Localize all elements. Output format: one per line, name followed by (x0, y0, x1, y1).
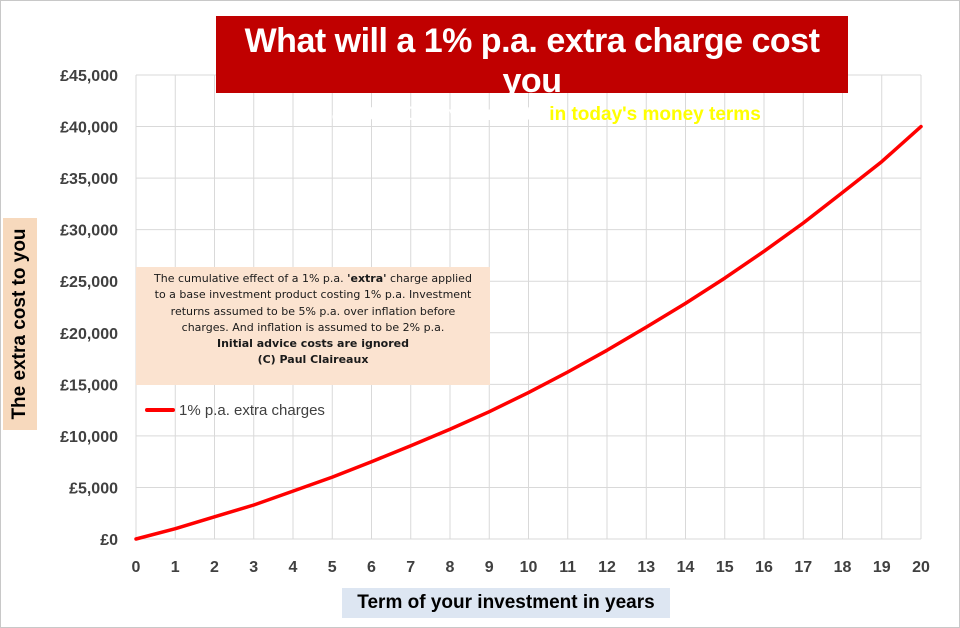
x-tick-label: 12 (598, 559, 616, 576)
x-tick-label: 20 (912, 559, 930, 576)
y-tick-label: £0 (100, 532, 118, 549)
note-line-5: Initial advice costs are ignored (136, 336, 490, 352)
x-tick-label: 8 (446, 559, 455, 576)
x-tick-label: 10 (520, 559, 538, 576)
chart-title-box: What will a 1% p.a. extra charge cost yo… (216, 16, 848, 125)
x-axis-tick-labels: 0 1 2 3 4 5 6 7 8 9 10 11 12 13 14 15 16 17 18 19 20 (132, 559, 930, 576)
assumptions-note: The cumulative effect of a 1% p.a. 'extr… (136, 267, 490, 385)
note-line-1-post: charge applied (386, 272, 472, 285)
x-tick-label: 3 (249, 559, 258, 576)
x-tick-label: 6 (367, 559, 376, 576)
x-tick-label: 15 (716, 559, 734, 576)
series-line (134, 124, 923, 541)
y-axis-label-box: The extra cost to you (3, 218, 37, 430)
x-tick-label: 0 (132, 559, 141, 576)
x-tick-label: 17 (794, 559, 812, 576)
note-line-1-bold: 'extra' (347, 272, 387, 285)
legend-label: 1% p.a. extra charges (179, 401, 325, 419)
y-tick-label: £45,000 (60, 68, 118, 85)
note-line-2: to a base investment product costing 1% … (154, 288, 472, 302)
note-line-6-text: (C) Paul Claireaux (257, 353, 369, 367)
legend-swatch (145, 408, 175, 412)
y-tick-label: £20,000 (60, 326, 118, 343)
y-tick-label: £10,000 (60, 429, 118, 446)
x-tick-label: 9 (485, 559, 494, 576)
chart-subtitle: on a £100,000 investment - in today's mo… (216, 103, 848, 127)
chart-subtitle-prefix: on a £100,000 investment - (303, 104, 550, 125)
x-tick-label: 13 (637, 559, 655, 576)
y-axis-tick-labels: £0 £5,000 £10,000 £15,000 £20,000 £25,000 £30,… (60, 68, 118, 549)
x-tick-label: 2 (210, 559, 219, 576)
y-tick-label: £5,000 (69, 480, 118, 497)
x-tick-label: 11 (559, 559, 576, 576)
note-line-5-text: Initial advice costs are ignored (217, 337, 409, 351)
x-tick-label: 19 (873, 559, 891, 576)
x-tick-label: 7 (406, 559, 415, 576)
x-tick-label: 14 (677, 559, 695, 576)
x-tick-label: 16 (755, 559, 773, 576)
y-tick-label: £15,000 (60, 377, 118, 394)
x-tick-label: 4 (289, 559, 298, 576)
y-tick-label: £25,000 (60, 274, 118, 291)
y-tick-label: £30,000 (60, 223, 118, 240)
x-tick-label: 18 (834, 559, 852, 576)
series-layer (134, 124, 923, 541)
legend: 1% p.a. extra charges (145, 400, 325, 420)
note-line-6: (C) Paul Claireaux (136, 352, 490, 368)
x-tick-label: 5 (328, 559, 337, 576)
note-line-4: charges. And inflation is assumed to be … (181, 320, 445, 334)
chart-subtitle-highlight: in today's money terms (549, 104, 761, 125)
x-axis-label: Term of your investment in years (342, 588, 670, 618)
y-tick-label: £40,000 (60, 120, 118, 137)
x-tick-label: 1 (171, 559, 180, 576)
note-line-1-pre: The cumulative effect of a 1% p.a. (154, 272, 348, 285)
y-tick-label: £35,000 (60, 171, 118, 188)
note-line-1: The cumulative effect of a 1% p.a. 'extr… (136, 271, 490, 287)
note-line-3: returns assumed to be 5% p.a. over infla… (170, 304, 456, 318)
y-axis-label: The extra cost to you (9, 228, 30, 420)
chart-title: What will a 1% p.a. extra charge cost yo… (244, 22, 820, 100)
